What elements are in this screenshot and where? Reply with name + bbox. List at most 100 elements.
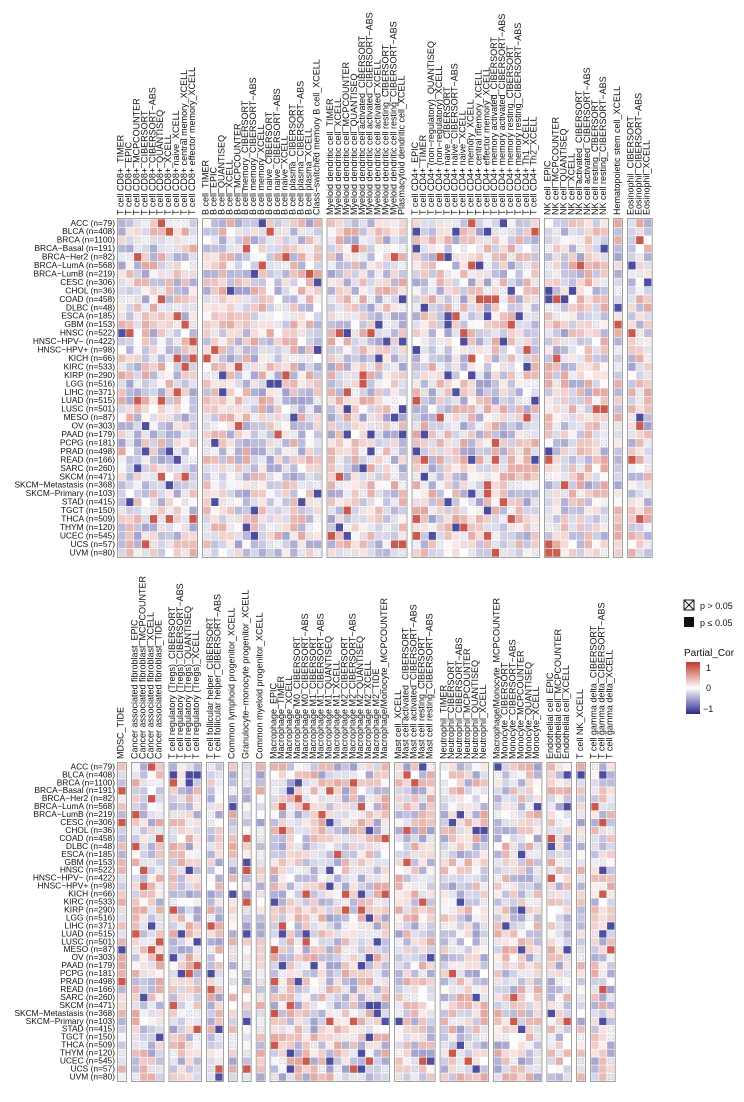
- heatmap-cell: [391, 320, 399, 329]
- heatmap-cell: [499, 371, 507, 380]
- heatmap-cell: [427, 993, 435, 1002]
- heatmap-cell: [403, 1041, 411, 1049]
- heatmap-cell: [545, 236, 553, 245]
- heatmap-cell: [420, 396, 428, 405]
- heatmap-cell: [483, 413, 492, 422]
- heatmap-cell: [306, 498, 314, 506]
- heatmap-cell: [327, 371, 336, 380]
- heatmap-cell: [491, 455, 500, 464]
- heatmap-cell: [250, 371, 258, 380]
- heatmap-cell: [468, 439, 476, 447]
- nonsig-mark: [382, 1066, 389, 1072]
- heatmap-cell: [266, 303, 274, 312]
- heatmap-cell: [365, 890, 373, 898]
- heatmap-cell: [533, 970, 542, 978]
- heatmap-cell: [335, 295, 343, 304]
- heatmap-cell: [155, 1033, 164, 1041]
- heatmap-cell: [555, 1017, 563, 1026]
- heatmap-cell: [189, 295, 197, 304]
- heatmap-cell: [525, 906, 534, 914]
- heatmap-cell: [229, 818, 237, 827]
- heatmap-cell: [483, 405, 492, 414]
- heatmap-cell: [142, 261, 150, 270]
- heatmap-cell: [181, 515, 189, 523]
- heatmap-cell: [189, 405, 197, 414]
- heatmap-cell: [395, 906, 403, 914]
- heatmap-cell: [219, 286, 227, 295]
- heatmap-cell: [169, 787, 178, 795]
- heatmap-cell: [134, 303, 142, 312]
- nonsig-mark: [577, 236, 584, 244]
- heatmap-cell: [576, 219, 585, 228]
- heatmap-cell: [173, 329, 181, 337]
- heatmap-cell: [118, 1073, 126, 1081]
- heatmap-cell: [555, 970, 563, 978]
- nonsig-mark: [510, 843, 517, 850]
- nonsig-mark: [352, 549, 359, 556]
- heatmap-cell: [126, 337, 134, 346]
- nonsig-mark: [344, 380, 351, 387]
- heatmap-cell: [568, 329, 577, 337]
- heatmap-cell: [140, 811, 148, 819]
- heatmap-cell: [515, 362, 523, 371]
- nonsig-mark: [495, 978, 501, 985]
- heatmap-cell: [227, 337, 235, 346]
- heatmap-cell: [165, 371, 173, 380]
- heatmap-cell: [334, 962, 342, 970]
- nonsig-mark: [156, 883, 163, 890]
- heatmap-cell: [313, 422, 322, 430]
- heatmap-cell: [142, 396, 150, 405]
- heatmap-cell: [306, 413, 314, 422]
- heatmap-cell: [510, 787, 518, 795]
- heatmap-cell: [499, 455, 507, 464]
- nonsig-mark: [158, 287, 165, 294]
- heatmap-cell: [460, 396, 468, 405]
- heatmap-cell: [227, 303, 235, 312]
- heatmap-cell: [545, 371, 553, 380]
- heatmap-cell: [181, 346, 189, 354]
- heatmap-cell: [412, 244, 421, 253]
- heatmap-cell: [148, 795, 156, 803]
- heatmap-cell: [242, 278, 251, 287]
- heatmap-cell: [460, 320, 468, 329]
- heatmap-cell: [600, 464, 608, 473]
- heatmap-cell: [525, 866, 534, 874]
- heatmap-cell: [436, 506, 444, 515]
- heatmap-cell: [468, 472, 476, 481]
- heatmap-cell: [398, 472, 407, 481]
- nonsig-mark: [311, 915, 317, 921]
- heatmap-cell: [142, 303, 150, 312]
- heatmap-cell: [515, 286, 523, 295]
- heatmap-cell: [403, 882, 411, 890]
- heatmap-cell: [149, 320, 158, 329]
- heatmap-cell: [181, 405, 189, 414]
- heatmap-cell: [157, 320, 166, 329]
- heatmap-cell: [545, 362, 553, 371]
- heatmap-cell: [381, 1049, 389, 1057]
- heatmap-cell: [334, 906, 342, 914]
- nonsig-mark: [174, 448, 181, 455]
- heatmap-cell: [395, 977, 403, 986]
- heatmap-cell: [436, 253, 444, 261]
- heatmap-cell: [523, 286, 531, 295]
- heatmap-cell: [628, 261, 636, 270]
- nonsig-mark: [481, 899, 487, 906]
- heatmap-cell: [428, 531, 436, 540]
- heatmap-cell: [502, 946, 510, 954]
- heatmap-cell: [494, 763, 502, 771]
- heatmap-cell: [118, 354, 126, 363]
- heatmap-cell: [257, 970, 265, 978]
- heatmap-cell: [313, 405, 322, 414]
- heatmap-cell: [327, 523, 336, 532]
- heatmap-cell: [483, 227, 492, 236]
- heatmap-cell: [118, 985, 126, 994]
- heatmap-cell: [349, 842, 358, 851]
- heatmap-cell: [584, 371, 592, 380]
- heatmap-cell: [411, 1025, 419, 1033]
- heatmap-cell: [140, 922, 148, 930]
- heatmap-cell: [553, 337, 561, 346]
- heatmap-cell: [185, 890, 193, 898]
- heatmap-cell: [335, 278, 343, 287]
- nonsig-mark: [526, 803, 533, 810]
- heatmap-cell: [306, 464, 314, 473]
